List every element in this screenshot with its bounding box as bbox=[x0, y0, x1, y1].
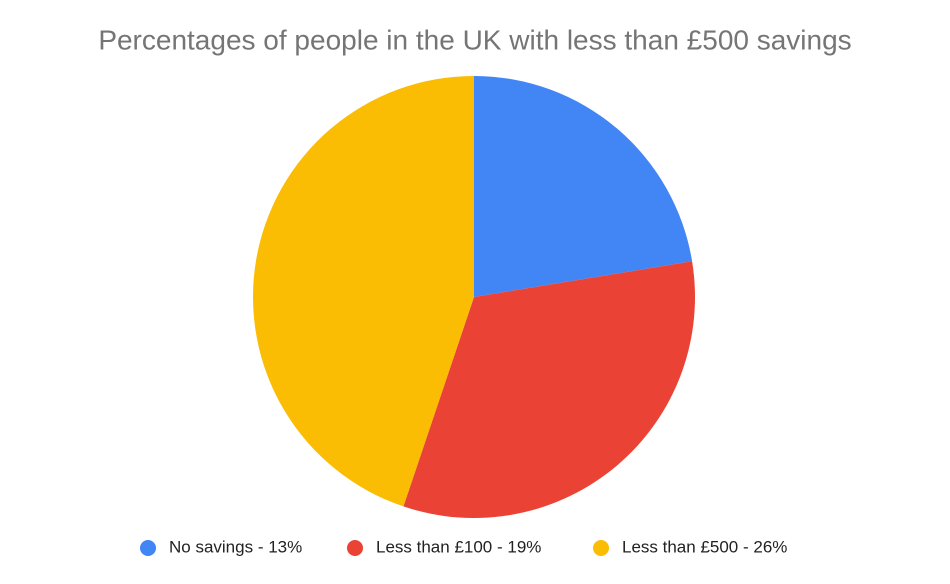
legend-marker bbox=[347, 540, 363, 556]
legend-label: No savings - 13% bbox=[169, 537, 302, 556]
legend-marker bbox=[140, 540, 156, 556]
legend-label: Less than £500 - 26% bbox=[622, 537, 787, 556]
pie-slice bbox=[403, 261, 695, 519]
pie-slice bbox=[474, 76, 693, 297]
pie-slice bbox=[252, 76, 474, 507]
legend-marker bbox=[593, 540, 609, 556]
legend-label: Less than £100 - 19% bbox=[376, 537, 541, 556]
chart-title: Percentages of people in the UK with les… bbox=[98, 24, 851, 55]
